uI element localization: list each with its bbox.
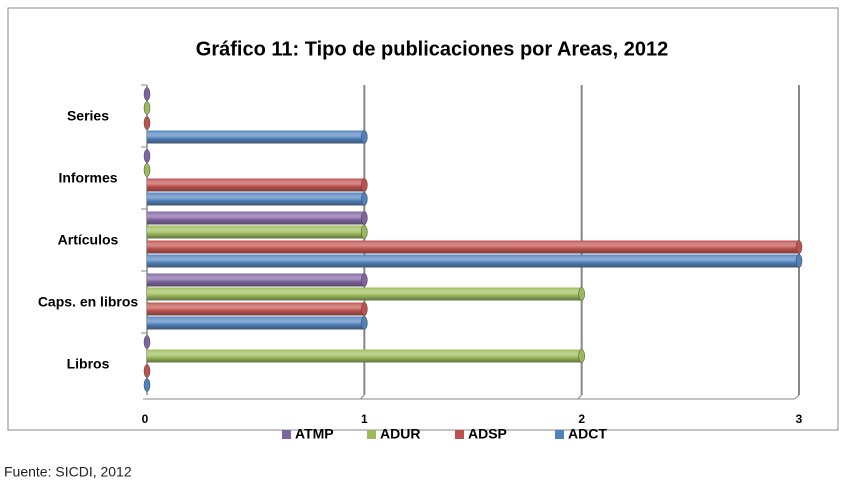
bar-shine bbox=[147, 130, 365, 144]
category-label: Series bbox=[66, 107, 110, 124]
bar-cap bbox=[143, 364, 151, 378]
x-tick-label: 2 bbox=[578, 412, 585, 426]
bar-shine bbox=[147, 240, 799, 254]
bar-shine bbox=[147, 316, 365, 330]
legend-label: ADSP bbox=[468, 426, 507, 442]
bar-shine bbox=[147, 302, 365, 316]
category-label: Artículos bbox=[57, 231, 119, 248]
bar-cap bbox=[361, 178, 368, 192]
bar-cap bbox=[143, 116, 151, 130]
legend-swatch bbox=[455, 430, 464, 439]
bar-shine bbox=[147, 254, 799, 268]
bar-cap bbox=[361, 273, 368, 287]
legend-label: ADUR bbox=[380, 426, 420, 442]
grid-depth bbox=[577, 394, 583, 400]
bar-cap bbox=[143, 149, 151, 163]
legend-label: ATMP bbox=[295, 426, 334, 442]
bar-shine bbox=[147, 178, 365, 192]
bar-cap bbox=[143, 87, 151, 101]
legend-swatch bbox=[282, 430, 291, 439]
bar-cap bbox=[361, 302, 368, 316]
legend-swatch bbox=[367, 430, 376, 439]
chart-title: Gráfico 11: Tipo de publicaciones por Ar… bbox=[196, 38, 668, 60]
x-tick-label: 3 bbox=[796, 412, 803, 426]
x-tick-label: 0 bbox=[142, 412, 149, 426]
bar-shine bbox=[147, 273, 365, 287]
bar-cap bbox=[795, 254, 803, 268]
source: Fuente: SICDI, 2012 bbox=[4, 464, 132, 480]
bar-cap bbox=[361, 192, 368, 206]
bar-shine bbox=[147, 287, 582, 301]
bar-shine bbox=[147, 225, 365, 239]
bar-cap bbox=[361, 130, 368, 144]
grid-depth bbox=[359, 394, 365, 400]
grid-depth bbox=[794, 394, 800, 400]
bar-cap bbox=[361, 316, 368, 330]
legend-label: ADCT bbox=[568, 426, 607, 442]
bar-cap bbox=[578, 349, 585, 363]
bar-cap bbox=[795, 240, 803, 254]
bar-cap bbox=[361, 211, 368, 225]
category-label: Caps. en libros bbox=[37, 293, 139, 310]
bar-shine bbox=[147, 349, 582, 363]
bar-cap bbox=[143, 335, 151, 349]
bar-cap bbox=[361, 225, 368, 239]
bar-cap bbox=[143, 101, 151, 115]
bar-cap bbox=[143, 163, 151, 177]
legend-swatch bbox=[555, 430, 564, 439]
bar-cap bbox=[578, 287, 585, 301]
bar-shine bbox=[147, 211, 365, 225]
x-tick-label: 1 bbox=[361, 412, 368, 426]
bar-cap bbox=[143, 378, 151, 392]
bar-shine bbox=[147, 192, 365, 206]
category-label: Libros bbox=[66, 355, 110, 372]
category-label: Informes bbox=[58, 169, 118, 186]
